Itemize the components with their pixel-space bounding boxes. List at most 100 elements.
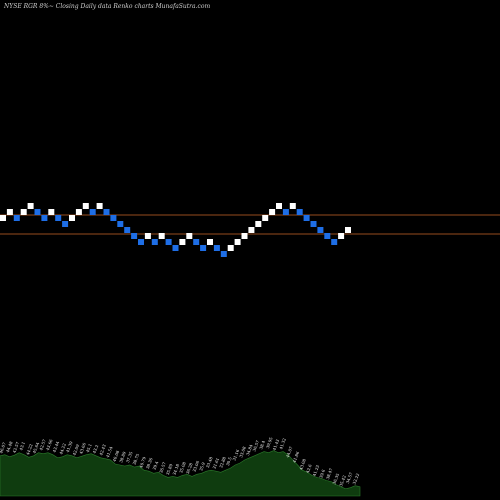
volume-label: 33.06 bbox=[192, 460, 201, 473]
renko-brick-up bbox=[6, 209, 13, 215]
volume-label: 40.79 bbox=[138, 456, 147, 469]
reference-lines bbox=[0, 214, 500, 235]
volume-label: 41.86 bbox=[292, 450, 301, 463]
renko-brick-down bbox=[310, 221, 317, 227]
renko-brick-down bbox=[220, 251, 227, 257]
renko-brick-down bbox=[138, 239, 144, 245]
volume-label: 44.48 bbox=[5, 440, 14, 453]
volume-area bbox=[0, 450, 361, 497]
renko-brick-down bbox=[324, 233, 331, 239]
volume-label: 39.95 bbox=[265, 436, 274, 449]
volume-label: 41.39 bbox=[65, 440, 74, 453]
renko-brick-up bbox=[0, 215, 6, 221]
volume-label: 34.18 bbox=[172, 463, 181, 476]
volume-label: 35.89 bbox=[165, 463, 174, 476]
renko-brick-up bbox=[262, 215, 269, 221]
renko-brick-up bbox=[345, 227, 351, 233]
renko-brick-up bbox=[27, 203, 34, 209]
renko-brick-down bbox=[151, 239, 158, 245]
volume-label: 42.57 bbox=[38, 438, 47, 451]
volume-label: 38.75 bbox=[132, 453, 141, 466]
renko-brick-up bbox=[269, 209, 276, 215]
volume-label: 35.9 bbox=[198, 461, 206, 472]
renko-brick-down bbox=[331, 239, 338, 245]
volume-label: 45.64 bbox=[32, 441, 41, 454]
volume-label: 43.44 bbox=[52, 440, 61, 453]
renko-brick-down bbox=[103, 209, 110, 215]
renko-brick-up bbox=[248, 227, 255, 233]
renko-brick-down bbox=[110, 215, 117, 221]
volume-label: 30.5 bbox=[225, 456, 233, 467]
renko-brick-up bbox=[276, 203, 282, 209]
volume-label: 43.2 bbox=[92, 444, 100, 455]
volume-label: 31.16 bbox=[232, 448, 241, 461]
volume-label: 36.57 bbox=[252, 439, 261, 452]
volume-label: 38.47 bbox=[325, 467, 334, 480]
renko-brick-up bbox=[69, 215, 75, 221]
renko-brick-down bbox=[200, 245, 207, 251]
volume-panel: 46.0744.4842.5743.144.2245.6442.5743.664… bbox=[0, 436, 361, 497]
volume-label: 42.09 bbox=[72, 443, 81, 456]
renko-brick-down bbox=[62, 221, 69, 227]
volume-label: 41.32 bbox=[278, 437, 287, 450]
renko-brick-up bbox=[289, 203, 296, 209]
renko-brick-down bbox=[55, 215, 62, 221]
renko-brick-up bbox=[144, 233, 151, 239]
volume-label: 41.54 bbox=[105, 445, 114, 458]
renko-brick-up bbox=[255, 221, 262, 227]
volume-label: 42.43 bbox=[98, 443, 107, 456]
volume-label: 36.35 bbox=[332, 472, 341, 485]
volume-label: 39.4 bbox=[152, 460, 160, 471]
renko-brick-down bbox=[117, 221, 124, 227]
renko-brick-down bbox=[193, 239, 200, 245]
renko-brick-up bbox=[234, 239, 241, 245]
volume-label: 43.66 bbox=[78, 442, 87, 455]
volume-label: 36.57 bbox=[158, 461, 167, 474]
volume-label: 46.07 bbox=[0, 441, 7, 454]
renko-brick-up bbox=[75, 209, 82, 215]
volume-label: 38.89 bbox=[118, 450, 127, 463]
volume-label: 41.23 bbox=[312, 464, 321, 477]
volume-label: 43.08 bbox=[298, 458, 307, 471]
renko-brick-down bbox=[41, 215, 48, 221]
volume-label: 34.57 bbox=[345, 471, 354, 484]
renko-brick-down bbox=[89, 209, 96, 215]
chart-title: NYSE RGR 8%~ Closing Daily data Renko ch… bbox=[3, 3, 210, 10]
renko-brick-down bbox=[317, 227, 324, 233]
renko-brick-up bbox=[227, 245, 234, 251]
renko-brick-up bbox=[186, 233, 193, 239]
volume-label: 33.48 bbox=[205, 456, 214, 469]
volume-label: 39.6 bbox=[318, 468, 326, 479]
renko-brick-down bbox=[13, 215, 20, 221]
renko-brick-up bbox=[207, 239, 213, 245]
volume-label: 32.22 bbox=[352, 472, 361, 485]
volume-label: 35.08 bbox=[178, 461, 187, 474]
volume-label: 42.57 bbox=[12, 441, 21, 454]
renko-brick-up bbox=[241, 233, 248, 239]
renko-brick-down bbox=[131, 233, 138, 239]
volume-label: 40.08 bbox=[112, 449, 121, 462]
renko-brick-down bbox=[34, 209, 41, 215]
volume-label: 43.1 bbox=[18, 441, 26, 451]
volume-label: 44.22 bbox=[58, 442, 67, 455]
renko-brick-up bbox=[48, 209, 55, 215]
renko-brick-down bbox=[213, 245, 220, 251]
renko-bricks bbox=[0, 203, 351, 257]
renko-brick-down bbox=[282, 209, 289, 215]
volume-label: 38.4 bbox=[258, 439, 266, 450]
renko-brick-up bbox=[82, 203, 89, 209]
renko-brick-up bbox=[179, 239, 186, 245]
volume-label: 38.36 bbox=[145, 457, 154, 470]
volume-label: 31.61 bbox=[212, 457, 221, 469]
renko-brick-down bbox=[172, 245, 179, 251]
volume-label: 35.42 bbox=[338, 474, 347, 487]
volume-label: 45.1 bbox=[85, 443, 93, 453]
renko-brick-down bbox=[296, 209, 303, 215]
volume-label: 43.66 bbox=[45, 438, 54, 451]
renko-brick-up bbox=[20, 209, 27, 215]
volume-label: 41.43 bbox=[272, 438, 281, 451]
volume-label: 36.28 bbox=[185, 462, 194, 475]
renko-brick-up bbox=[338, 233, 345, 239]
